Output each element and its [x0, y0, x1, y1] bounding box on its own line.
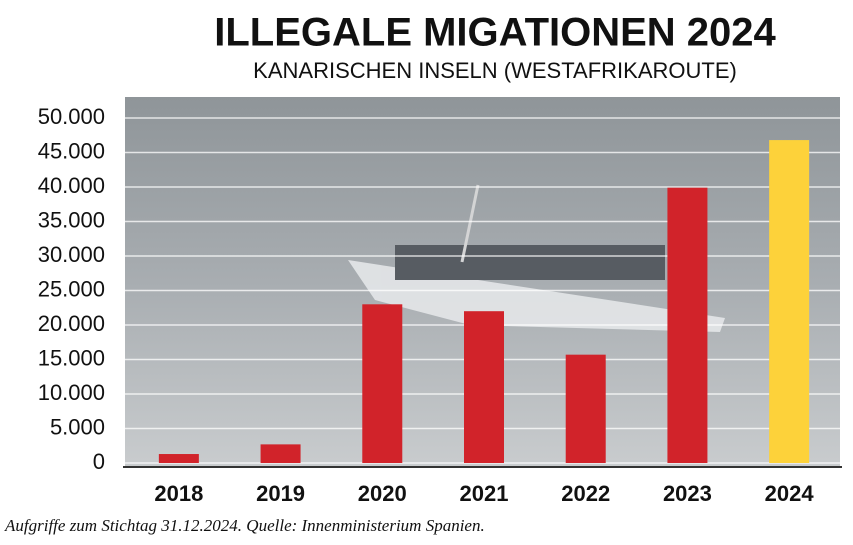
y-tick-label: 30.000 [38, 242, 105, 267]
y-tick-label: 45.000 [38, 138, 105, 163]
x-tick-label: 2018 [154, 481, 203, 506]
bar [158, 454, 199, 463]
y-tick-label: 10.000 [38, 380, 105, 405]
x-tick-label: 2022 [561, 481, 610, 506]
y-tick-label: 25.000 [38, 276, 105, 301]
bar [260, 444, 301, 463]
y-tick-label: 35.000 [38, 207, 105, 232]
chart-subtitle: KANARISCHEN INSELN (WESTAFRIKAROUTE) [253, 58, 737, 83]
bar [667, 187, 708, 463]
bar [464, 311, 504, 463]
x-tick-label: 2020 [358, 481, 407, 506]
x-tick-label: 2019 [256, 481, 305, 506]
x-tick-label: 2023 [663, 481, 712, 506]
chart-title: ILLEGALE MIGATIONEN 2024 [214, 11, 776, 55]
x-tick-label: 2021 [460, 481, 509, 506]
y-tick-label: 0 [93, 449, 105, 474]
source-note: Aufgriffe zum Stichtag 31.12.2024. Quell… [4, 516, 485, 535]
y-tick-label: 20.000 [38, 311, 105, 336]
boat [348, 184, 725, 332]
y-tick-label: 5.000 [50, 414, 105, 439]
y-tick-label: 40.000 [38, 173, 105, 198]
bar [769, 140, 810, 463]
bar [565, 354, 606, 463]
x-tick-label: 2024 [765, 481, 815, 506]
y-tick-label: 15.000 [38, 345, 105, 370]
bar [362, 304, 403, 463]
y-tick-label: 50.000 [38, 104, 105, 129]
